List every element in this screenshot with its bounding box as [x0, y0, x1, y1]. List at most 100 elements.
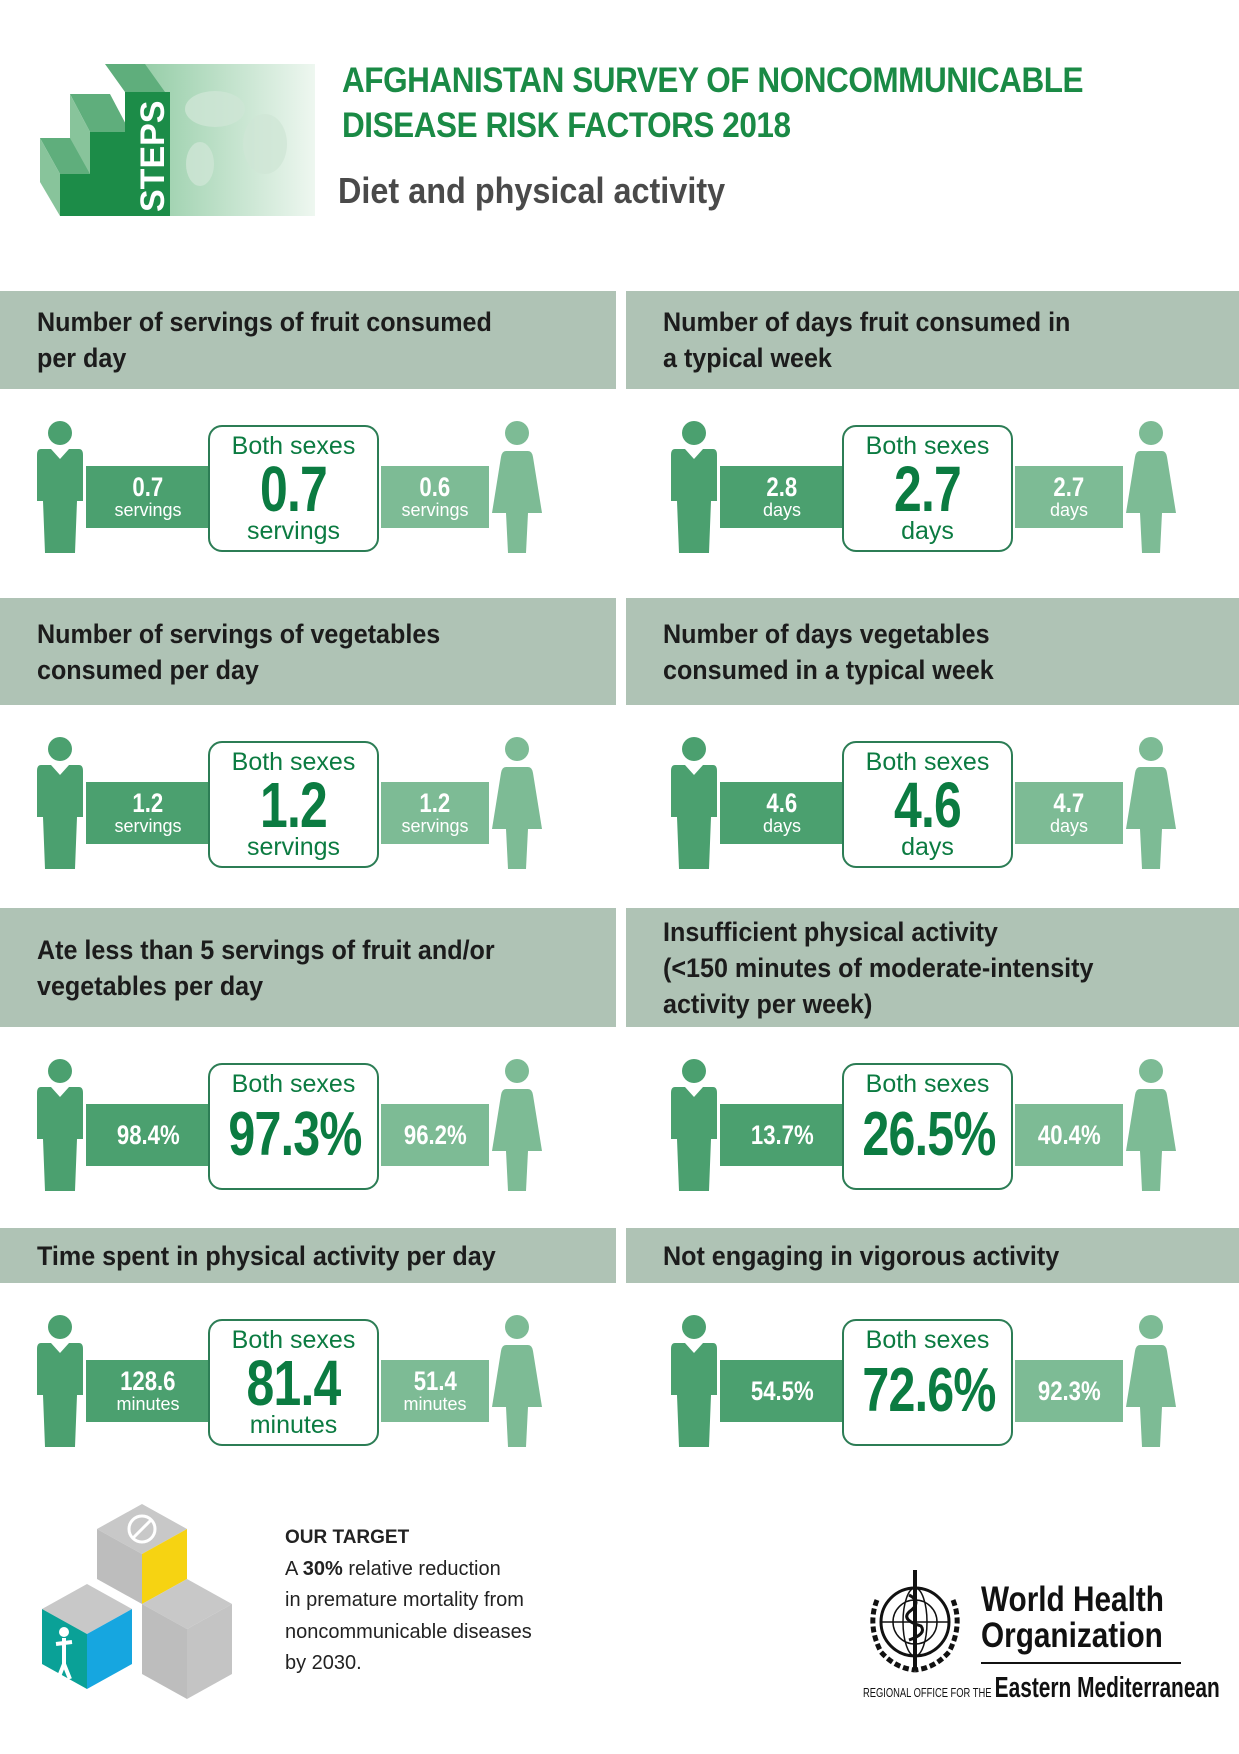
who-logo: World Health Organization REGIONAL OFFIC… — [861, 1570, 1220, 1705]
male-unit: servings — [114, 500, 182, 520]
female-figure-icon — [1126, 1315, 1176, 1452]
female-figure-icon — [492, 737, 542, 874]
female-value: 96.2% — [403, 1120, 467, 1150]
indicator-row: 4.6 days 4.7 days Both sexes 4.6 days — [671, 737, 1239, 871]
who-emblem-icon — [870, 1570, 960, 1673]
male-value: 13.7% — [750, 1120, 814, 1150]
male-figure-icon — [671, 421, 717, 558]
both-sexes-box: Both sexes 4.6 days — [842, 741, 1013, 868]
both-unit: days — [901, 517, 954, 545]
who-divider — [981, 1662, 1181, 1664]
female-value: 40.4% — [1037, 1120, 1101, 1150]
female-unit: days — [1049, 500, 1089, 520]
both-sexes-value: 97.3% — [228, 1100, 362, 1169]
female-value-bar: 2.7 days — [1015, 466, 1123, 528]
indicator-row: 98.4% 96.2% Both sexes 97.3% — [37, 1059, 637, 1193]
steps-logo-text: STEPS — [134, 101, 172, 212]
male-figure-icon — [37, 421, 83, 558]
page-subtitle: Diet and physical activity — [338, 170, 726, 211]
both-sexes-value: 1.2 — [259, 769, 328, 841]
our-target-text: OUR TARGET A 30% relative reduction in p… — [285, 1522, 532, 1680]
female-unit: servings — [401, 816, 469, 836]
male-value: 0.7 — [132, 472, 164, 502]
panel-title: Number of days fruit consumed in a typic… — [663, 307, 1071, 373]
female-figure-icon — [1126, 421, 1176, 558]
both-sexes-box: Both sexes 26.5% — [842, 1063, 1013, 1190]
both-sexes-box: Both sexes 0.7 servings — [208, 425, 379, 552]
who-name-line-1: World Health — [981, 1580, 1164, 1619]
both-sexes-value: 4.6 — [893, 769, 962, 841]
female-figure-icon — [492, 1315, 542, 1452]
panel-header: Ate less than 5 servings of fruit and/or… — [0, 908, 616, 1027]
male-unit: days — [762, 816, 802, 836]
male-figure-icon — [671, 737, 717, 874]
female-figure-icon — [492, 421, 542, 558]
male-value-bar: 2.8 days — [720, 466, 844, 528]
both-sexes-box: Both sexes 81.4 minutes — [208, 1319, 379, 1446]
male-unit: days — [762, 500, 802, 520]
male-figure-icon — [37, 737, 83, 874]
target-line-1: A 30% relative reduction — [285, 1554, 532, 1586]
target-line-3: noncommunicable diseases — [285, 1620, 532, 1643]
both-sexes-label: Both sexes — [865, 748, 990, 776]
target-line-4: by 2030. — [285, 1652, 362, 1674]
both-sexes-value: 81.4 — [246, 1347, 341, 1419]
female-value-bar: 96.2% — [381, 1104, 489, 1166]
male-value: 1.2 — [132, 788, 164, 818]
panel-title: Time spent in physical activity per day — [37, 1240, 496, 1271]
title-line-1: AFGHANISTAN SURVEY OF NONCOMMUNICABLE — [342, 61, 1084, 100]
panel-title: Ate less than 5 servings of fruit and/or… — [37, 934, 495, 1001]
male-value: 128.6 — [120, 1366, 176, 1396]
both-unit: servings — [246, 517, 341, 545]
both-sexes-label: Both sexes — [865, 432, 990, 460]
female-value: 2.7 — [1053, 472, 1085, 502]
female-value: 92.3% — [1037, 1376, 1101, 1406]
both-unit: servings — [246, 833, 341, 861]
male-value-bar: 1.2 servings — [86, 782, 210, 844]
female-unit: servings — [401, 500, 469, 520]
panel-header: Time spent in physical activity per day — [0, 1228, 616, 1283]
female-unit: minutes — [403, 1394, 467, 1414]
target-heading: OUR TARGET — [285, 1527, 410, 1548]
male-figure-icon — [671, 1315, 717, 1452]
both-sexes-box: Both sexes 2.7 days — [842, 425, 1013, 552]
male-figure-icon — [37, 1315, 83, 1452]
both-sexes-label: Both sexes — [231, 1326, 356, 1354]
indicator-row: 1.2 servings 1.2 servings Both sexes 1.2 servi… — [37, 737, 637, 871]
female-value: 1.2 — [419, 788, 451, 818]
both-sexes-value: 26.5% — [862, 1100, 996, 1169]
panel-header: Insufficient physical activity (<150 min… — [626, 908, 1239, 1027]
male-value: 54.5% — [750, 1376, 814, 1406]
both-sexes-label: Both sexes — [865, 1070, 990, 1098]
female-figure-icon — [1126, 737, 1176, 874]
male-value-bar: 4.6 days — [720, 782, 844, 844]
title-line-2: DISEASE RISK FACTORS 2018 — [342, 106, 791, 145]
who-region: Eastern Mediterranean — [994, 1672, 1220, 1704]
both-sexes-box: Both sexes 1.2 servings — [208, 741, 379, 868]
male-figure-icon — [37, 1059, 83, 1196]
male-value: 98.4% — [116, 1120, 180, 1150]
who-regional-prefix: REGIONAL OFFICE FOR THE — [863, 1685, 992, 1700]
female-value: 0.6 — [419, 472, 451, 502]
indicator-row: 13.7% 40.4% Both sexes 26.5% — [671, 1059, 1239, 1193]
female-figure-icon — [492, 1059, 542, 1196]
male-value-bar: 13.7% — [720, 1104, 844, 1166]
female-value: 4.7 — [1053, 788, 1085, 818]
target-percent: 30% — [302, 1557, 343, 1580]
target-line-2: in premature mortality from — [285, 1589, 524, 1611]
male-value: 2.8 — [766, 472, 798, 502]
panel-header: Number of days fruit consumed in a typic… — [626, 291, 1239, 389]
panel-title: Number of days vegetables consumed in a … — [663, 618, 994, 685]
female-unit: days — [1049, 816, 1089, 836]
both-sexes-value: 2.7 — [893, 453, 962, 525]
panel-header: Number of servings of vegetables consume… — [0, 598, 616, 705]
panel-header: Not engaging in vigorous activity — [626, 1228, 1239, 1283]
both-unit: minutes — [249, 1411, 338, 1439]
both-sexes-box: Both sexes 97.3% — [208, 1063, 379, 1190]
female-value-bar: 1.2 servings — [381, 782, 489, 844]
panel-header: Number of servings of fruit consumed per… — [0, 291, 616, 389]
panel-title: Not engaging in vigorous activity — [663, 1240, 1060, 1271]
panel-title: Number of servings of vegetables consume… — [37, 618, 441, 685]
panel-title: Insufficient physical activity (<150 min… — [663, 916, 1094, 1019]
page-title: AFGHANISTAN SURVEY OF NONCOMMUNICABLE DI… — [342, 58, 1165, 148]
